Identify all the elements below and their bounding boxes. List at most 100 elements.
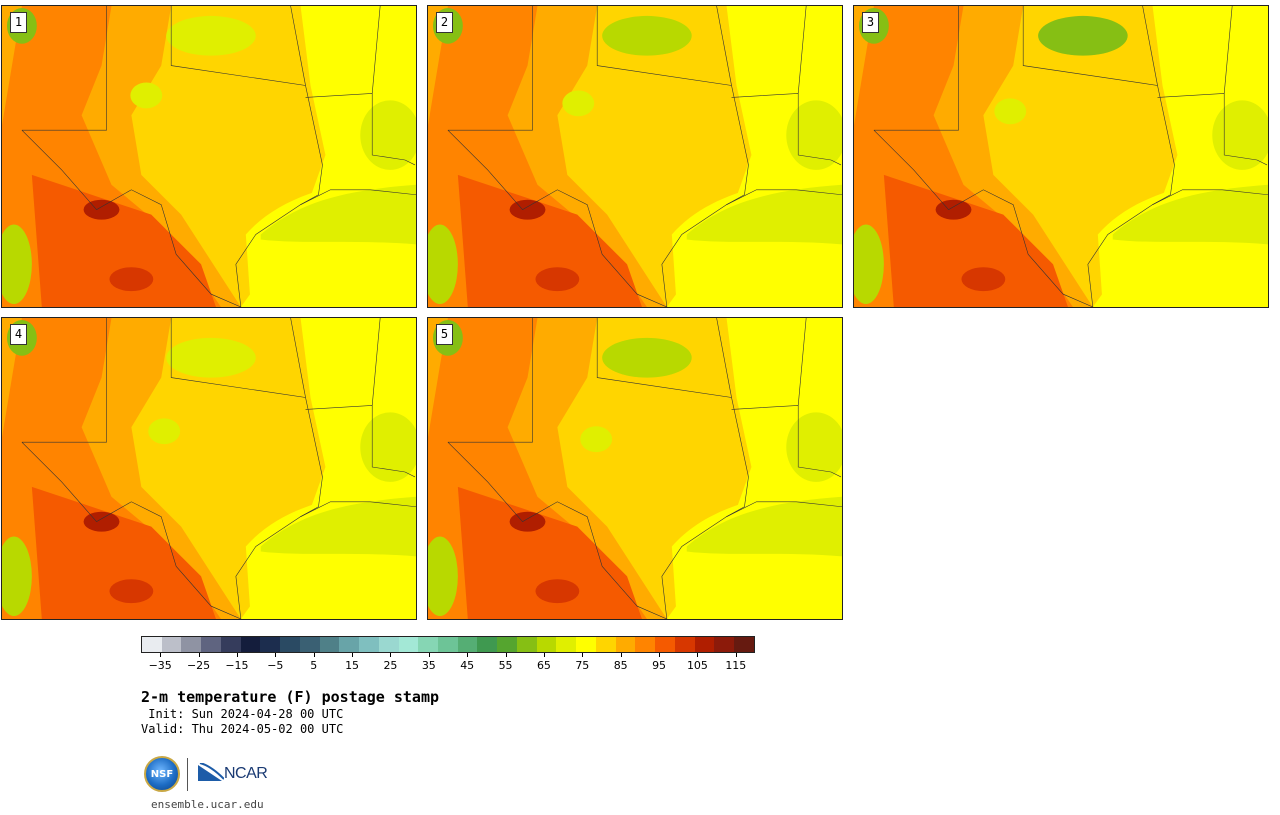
border-line <box>447 441 667 619</box>
temperature-map <box>428 6 842 307</box>
border-line <box>447 129 667 307</box>
colorbar-segment <box>181 637 202 652</box>
coastline <box>661 501 842 619</box>
hot-spot <box>83 199 120 220</box>
hot-region <box>31 486 216 619</box>
hot-region <box>457 174 642 307</box>
nsf-logo: NSF <box>144 756 180 792</box>
colorbar-segment <box>240 637 261 652</box>
colorbar-segment <box>201 637 221 652</box>
cool-patch <box>130 82 163 109</box>
state-border <box>596 318 749 517</box>
colorbar-tick <box>428 653 430 657</box>
colorbar-tick-label: 95 <box>652 659 667 672</box>
hot-spot <box>961 267 1006 292</box>
hot-region <box>457 486 642 619</box>
init-time: Init: Sun 2024-04-28 00 UTC <box>141 707 344 721</box>
colorbar-tick <box>313 653 315 657</box>
colorbar-tick <box>275 653 277 657</box>
colorbar-tick-label: −25 <box>186 659 211 672</box>
temperature-map <box>2 318 416 619</box>
state-border <box>371 6 381 94</box>
temperature-map <box>428 318 842 619</box>
colorbar-tick <box>543 653 545 657</box>
colorbar-segment <box>497 637 517 652</box>
colorbar-segment <box>734 637 754 652</box>
colorbar-tick <box>697 653 699 657</box>
state-border <box>290 6 306 86</box>
cool-patch <box>2 536 32 617</box>
colorbar-segment <box>615 637 636 652</box>
colorbar-tick-label: 5 <box>310 659 318 672</box>
colorbar-segment <box>418 637 439 652</box>
colorbar-tick-label: 105 <box>686 659 708 672</box>
colorbar-tick <box>390 653 392 657</box>
colorbar-segment <box>319 637 340 652</box>
gulf-cool-band <box>686 496 842 557</box>
hot-spot <box>509 199 546 220</box>
cool-patch <box>360 100 416 170</box>
border-line <box>21 129 241 307</box>
state-border <box>797 318 807 406</box>
colorbar-tick-label: −5 <box>267 659 284 672</box>
state-border <box>305 93 416 166</box>
coastline <box>661 189 842 307</box>
colorbar-segment <box>142 637 162 652</box>
state-border <box>447 318 533 443</box>
cool-patch <box>360 412 416 482</box>
gulf-cool-band <box>1112 184 1268 245</box>
coastline <box>1087 189 1268 307</box>
colorbar-segment <box>359 637 379 652</box>
hot-spot <box>935 199 972 220</box>
hot-region <box>883 174 1068 307</box>
coastline <box>235 501 416 619</box>
cool-patch <box>148 418 181 445</box>
member-label: 3 <box>862 12 879 33</box>
state-border <box>1142 6 1158 86</box>
state-border <box>1022 6 1175 205</box>
cool-patch <box>428 224 458 305</box>
colorbar-tick-label: 45 <box>460 659 475 672</box>
postage-stamp-panel: 4 <box>1 317 417 620</box>
colorbar-tick <box>582 653 584 657</box>
colorbar-ticks: −35 −25 −15 −5 5 15 25 35 45 55 65 75 85 95 105 115 <box>141 653 755 675</box>
state-border <box>731 93 842 166</box>
temperature-map <box>2 6 416 307</box>
colorbar-tick-label: −35 <box>148 659 172 672</box>
postage-stamp-panel: 1 <box>1 5 417 308</box>
cool-patch <box>562 90 595 117</box>
cool-patch <box>1212 100 1268 170</box>
hot-spot <box>535 267 580 292</box>
hot-spot <box>109 267 154 292</box>
colorbar-segment <box>694 637 715 652</box>
cool-patch <box>994 98 1027 125</box>
colorbar-tick-label: 85 <box>613 659 628 672</box>
colorbar-segment <box>280 637 300 652</box>
colorbar-tick <box>505 653 507 657</box>
colorbar-segment <box>161 637 182 652</box>
state-border <box>447 6 533 131</box>
colorbar-segment <box>457 637 478 652</box>
gulf-cool-band <box>260 496 416 557</box>
state-border <box>170 6 323 205</box>
colorbar-tick-label: 25 <box>383 659 398 672</box>
cool-patch <box>2 224 32 305</box>
cool-patch <box>166 337 256 378</box>
ncar-logo: NCAR <box>224 765 268 782</box>
temperature-colorbar <box>141 636 755 653</box>
colorbar-segment <box>576 637 596 652</box>
gulf-cool-band <box>686 184 842 245</box>
valid-time: Valid: Thu 2024-05-02 00 UTC <box>141 722 344 736</box>
colorbar-segment <box>220 637 241 652</box>
logo-divider <box>187 758 188 791</box>
sponsor-logos: NSF NCAR <box>144 756 284 794</box>
state-border <box>797 6 807 94</box>
member-label: 1 <box>10 12 27 33</box>
state-border <box>170 318 323 517</box>
cool-patch <box>786 100 842 170</box>
cool-patch <box>580 426 613 453</box>
state-border <box>1157 93 1268 166</box>
postage-stamp-panel: 3 <box>853 5 1269 308</box>
cool-patch <box>166 15 256 56</box>
colorbar-segment <box>438 637 458 652</box>
